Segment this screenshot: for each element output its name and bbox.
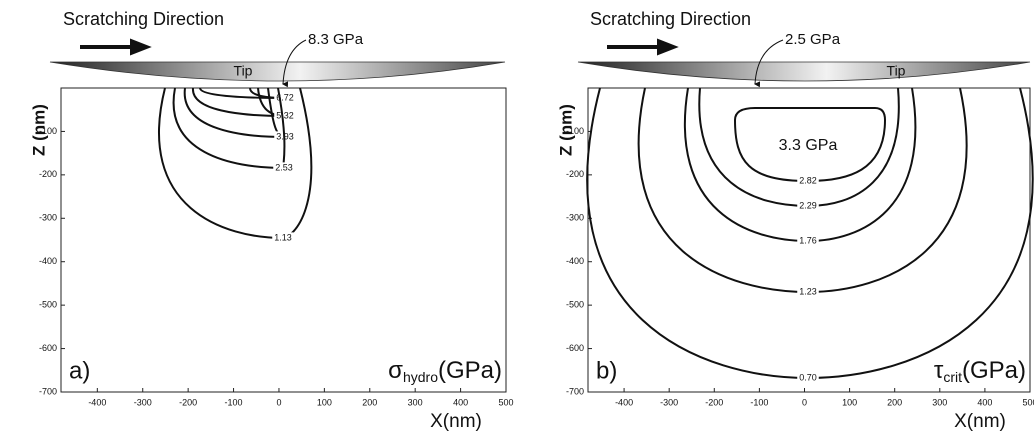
x-tick-label: 400 bbox=[977, 397, 992, 407]
x-tick-label: 300 bbox=[932, 397, 947, 407]
tip-value: 8.3 GPa bbox=[308, 31, 364, 48]
contour-label: 2.82 bbox=[799, 175, 817, 185]
x-tick-label: -100 bbox=[225, 397, 243, 407]
panel-label: b) bbox=[596, 357, 617, 384]
x-tick-label: 400 bbox=[453, 397, 468, 407]
tip bbox=[49, 61, 506, 82]
quantity-label: σhydro(GPa) bbox=[388, 357, 502, 384]
contour-label: 5.32 bbox=[276, 110, 294, 120]
contour-label-bg bbox=[797, 235, 819, 246]
contour-label-bg bbox=[797, 372, 819, 383]
x-tick-label: 0 bbox=[276, 397, 281, 407]
contour-label: 0.70 bbox=[799, 372, 817, 382]
x-tick-label: -200 bbox=[705, 397, 723, 407]
contour-line bbox=[637, 87, 968, 294]
contour-label: 2.29 bbox=[799, 200, 817, 210]
tip bbox=[577, 61, 1031, 82]
plot-frame bbox=[587, 87, 1031, 393]
y-tick-label: -300 bbox=[566, 213, 584, 223]
contour-label-bg bbox=[272, 232, 294, 243]
y-tick-label: -700 bbox=[39, 386, 57, 396]
contour-line bbox=[733, 107, 887, 183]
y-tick-label: -100 bbox=[39, 126, 57, 136]
x-tick-label: -300 bbox=[660, 397, 678, 407]
contour-label: 1.23 bbox=[799, 286, 817, 296]
y-tick-label: -700 bbox=[566, 386, 584, 396]
x-tick-label: 200 bbox=[887, 397, 902, 407]
quantity-unit: (GPa) bbox=[962, 357, 1026, 384]
contour-line bbox=[172, 87, 286, 169]
x-tick-label: 300 bbox=[408, 397, 423, 407]
y-tick-label: -500 bbox=[566, 300, 584, 310]
tip-label: Tip bbox=[887, 63, 906, 79]
contour-line bbox=[183, 87, 286, 138]
x-tick-label: 500 bbox=[1022, 397, 1034, 407]
y-tick-label: -200 bbox=[566, 169, 584, 179]
direction-arrow bbox=[80, 38, 152, 56]
x-tick-label: 100 bbox=[842, 397, 857, 407]
contour-label: 1.76 bbox=[799, 235, 817, 245]
quantity-subscript: crit bbox=[943, 369, 962, 385]
x-tick-label: -400 bbox=[88, 397, 106, 407]
plot-frame bbox=[60, 87, 507, 393]
y-tick-label: -100 bbox=[566, 126, 584, 136]
x-tick-label: -300 bbox=[134, 397, 152, 407]
contour-label: 2.53 bbox=[275, 162, 293, 172]
contour-label-bg bbox=[273, 162, 295, 173]
quantity-subscript: hydro bbox=[403, 369, 438, 385]
y-tick-label: -200 bbox=[39, 169, 57, 179]
y-axis-label: Z (nm) bbox=[29, 104, 48, 156]
direction-arrow bbox=[607, 38, 679, 56]
contour-line bbox=[199, 87, 286, 99]
y-tick-label: -400 bbox=[566, 256, 584, 266]
x-tick-label: -100 bbox=[750, 397, 768, 407]
x-tick-label: -400 bbox=[615, 397, 633, 407]
x-tick-label: 500 bbox=[498, 397, 513, 407]
tip-value-leader bbox=[282, 39, 307, 88]
contour-label: 1.13 bbox=[274, 232, 292, 242]
x-tick-label: -200 bbox=[179, 397, 197, 407]
x-tick-label: 100 bbox=[317, 397, 332, 407]
contour-label-bg bbox=[274, 110, 296, 121]
y-tick-label: -600 bbox=[566, 343, 584, 353]
panel-label: a) bbox=[69, 357, 90, 384]
contour-line bbox=[683, 87, 917, 243]
contour-label-bg bbox=[797, 200, 819, 211]
tip-label: Tip bbox=[234, 63, 253, 79]
contour-label-bg bbox=[797, 286, 819, 297]
peak-label: 3.3 GPa bbox=[779, 137, 838, 154]
y-tick-label: -600 bbox=[39, 343, 57, 353]
quantity-unit: (GPa) bbox=[438, 357, 502, 384]
annotation: Scratching Direction bbox=[590, 9, 751, 29]
x-axis-label: X(nm) bbox=[430, 411, 482, 432]
x-tick-label: 0 bbox=[802, 397, 807, 407]
y-tick-label: -500 bbox=[39, 300, 57, 310]
y-tick-label: -400 bbox=[39, 256, 57, 266]
contour-label: 6.72 bbox=[276, 92, 294, 102]
x-tick-label: 200 bbox=[362, 397, 377, 407]
tip-value: 2.5 GPa bbox=[785, 31, 841, 48]
annotation: Scratching Direction bbox=[63, 9, 224, 29]
tip-value-leader bbox=[754, 39, 784, 88]
y-axis-label: Z (nm) bbox=[556, 104, 575, 156]
quantity-label: τcrit(GPa) bbox=[934, 357, 1026, 384]
contour-label-bg bbox=[797, 175, 819, 186]
quantity-symbol: τ bbox=[934, 357, 944, 384]
x-axis-label: X(nm) bbox=[954, 411, 1006, 432]
quantity-symbol: σ bbox=[388, 357, 403, 384]
contour-label-bg bbox=[274, 92, 296, 103]
y-tick-label: -300 bbox=[39, 213, 57, 223]
